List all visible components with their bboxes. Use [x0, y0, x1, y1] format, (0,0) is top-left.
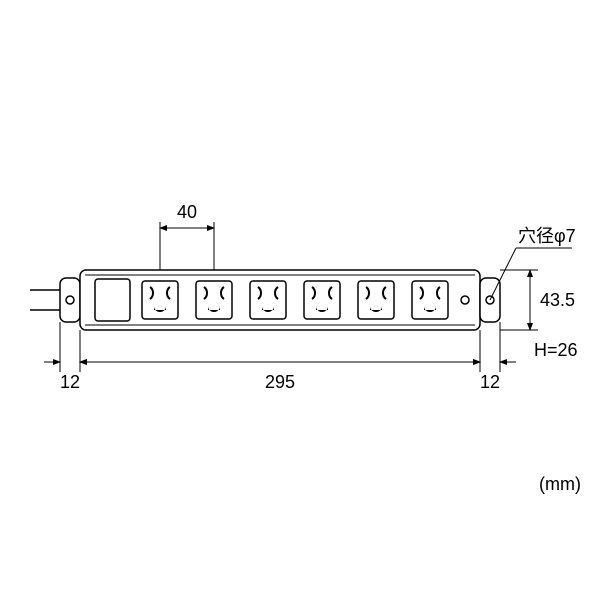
dimension-depth: H=26: [534, 340, 578, 360]
dimension-hole-diameter: 穴径φ7: [490, 226, 576, 300]
dimension-hole-label: 穴径φ7: [518, 226, 576, 246]
dimension-tab-left: 12: [44, 322, 96, 392]
dimension-pitch-label: 40: [177, 202, 197, 222]
dimension-depth-label: H=26: [534, 340, 578, 360]
cable-stub: [30, 290, 60, 310]
switch-panel: [95, 279, 130, 321]
dimension-pitch: 40: [160, 202, 214, 270]
dimension-length-label: 295: [265, 372, 295, 392]
unit-label: (mm): [539, 474, 581, 494]
dimension-height: 43.5: [500, 270, 575, 330]
dimension-tab-left-label: 12: [60, 372, 80, 392]
dimension-height-label: 43.5: [540, 290, 575, 310]
dimension-tab-right: 12: [464, 322, 516, 392]
mounting-tab-left: [60, 278, 80, 322]
power-strip-body: [80, 270, 480, 330]
dimension-tab-right-label: 12: [480, 372, 500, 392]
power-strip-drawing: 40 12 12 295 穴径φ7 43.5 H=26 (mm): [0, 0, 600, 600]
dimension-length: 295: [80, 362, 480, 392]
